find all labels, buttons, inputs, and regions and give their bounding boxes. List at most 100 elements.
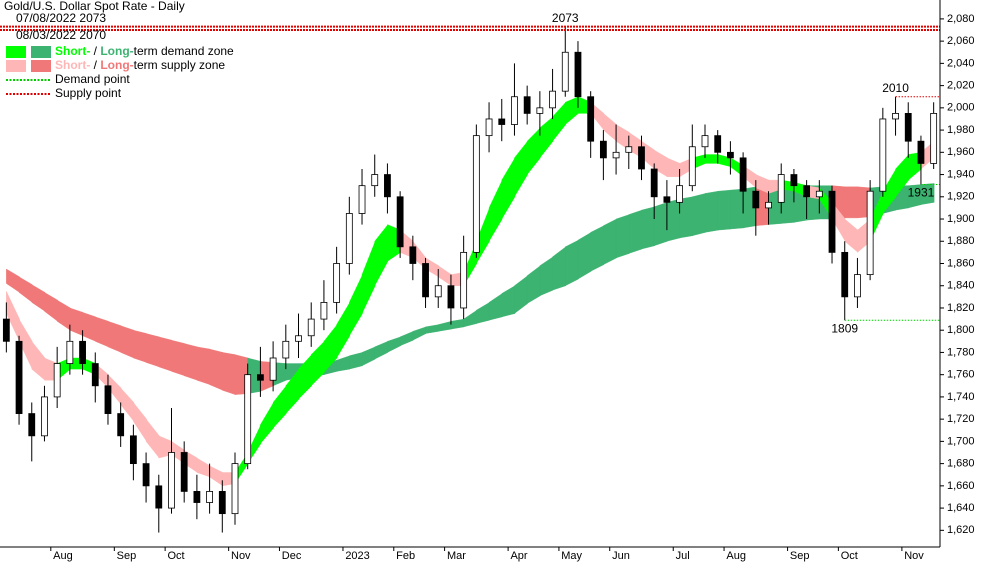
- candle-body: [727, 151, 734, 159]
- long-zone-segment: [653, 202, 668, 246]
- y-tick-label: 1,780: [947, 346, 975, 358]
- y-tick-label: 2,040: [947, 57, 975, 69]
- candle-body: [117, 413, 125, 437]
- short-zone-segment: [272, 385, 287, 429]
- candle-body: [231, 463, 239, 515]
- y-tick-label: 2,080: [947, 13, 975, 25]
- legend-text: Short-: [55, 44, 90, 58]
- candle-body: [917, 140, 925, 164]
- candle-body: [307, 318, 315, 337]
- legend-swatch: [6, 60, 26, 72]
- candle-body: [66, 340, 74, 364]
- supply-point-label: 2010: [882, 81, 909, 95]
- short-zone-segment: [349, 274, 363, 337]
- candle-body: [41, 396, 48, 437]
- candle-body: [409, 246, 417, 264]
- legend-swatch: [31, 46, 51, 58]
- long-zone-segment: [374, 341, 389, 360]
- short-zone-segment: [361, 241, 376, 314]
- candle-body: [866, 190, 874, 276]
- candle-body: [854, 274, 861, 298]
- y-tick-label: 1,980: [947, 124, 975, 136]
- x-tick-label: Jun: [612, 550, 630, 562]
- candle-body: [612, 151, 620, 159]
- x-tick-label: Oct: [167, 550, 184, 562]
- long-zone-segment: [133, 329, 147, 363]
- long-zone-segment: [679, 196, 693, 239]
- peak-label: 2073: [552, 11, 579, 25]
- long-zone-segment: [590, 225, 605, 272]
- candle-body: [688, 146, 696, 187]
- long-zone-segment: [565, 239, 579, 287]
- long-zone-segment: [628, 209, 643, 254]
- y-tick-label: 1,680: [947, 458, 975, 470]
- long-zone-segment: [501, 285, 516, 318]
- long-zone-segment: [514, 275, 528, 314]
- long-zone-segment: [615, 214, 630, 259]
- long-zone-segment: [920, 183, 935, 205]
- candle-body: [574, 51, 582, 98]
- legend-text: term supply zone: [134, 58, 226, 72]
- candle-body: [447, 285, 455, 309]
- y-tick-label: 1,900: [947, 213, 975, 225]
- y-tick-label: 2,000: [947, 102, 975, 114]
- candle-body: [739, 157, 747, 192]
- candle-body: [91, 363, 99, 387]
- chart-title: Gold/U.S. Dollar Spot Rate - Daily: [4, 0, 185, 13]
- legend-text: term demand zone: [134, 44, 234, 58]
- x-tick-label: Sep: [790, 550, 810, 562]
- candle-body: [460, 251, 468, 309]
- legend-text: Supply point: [55, 86, 122, 100]
- y-tick-label: 1,880: [947, 235, 975, 247]
- x-tick-label: Nov: [904, 550, 924, 562]
- short-zone-segment: [285, 368, 300, 415]
- y-tick-label: 1,860: [947, 257, 975, 269]
- candle-body: [282, 340, 290, 359]
- candle-body: [701, 135, 709, 148]
- candle-body: [168, 452, 175, 509]
- candle-body: [536, 107, 544, 114]
- y-tick-label: 1,620: [947, 524, 975, 536]
- candle-body: [396, 196, 404, 248]
- candles: [2, 26, 938, 533]
- short-zone-segment: [501, 157, 516, 220]
- long-zone-segment: [183, 343, 198, 381]
- y-tick-label: 1,660: [947, 480, 975, 492]
- x-tick-label: Jul: [676, 550, 690, 562]
- candle-body: [180, 452, 188, 492]
- y-tick-label: 1,920: [947, 191, 975, 203]
- candle-body: [295, 335, 302, 342]
- candle-body: [625, 146, 633, 153]
- long-zone-segment: [399, 331, 414, 347]
- short-zone-segment: [260, 401, 274, 445]
- y-tick-label: 1,760: [947, 369, 975, 381]
- candle-body: [752, 190, 760, 209]
- candle-body: [422, 263, 429, 298]
- long-zone-segment: [120, 325, 135, 359]
- candle-body: [371, 174, 379, 187]
- x-tick-label: 2023: [345, 550, 369, 562]
- y-tick-label: 1,700: [947, 435, 975, 447]
- long-zone-segment: [692, 193, 706, 236]
- legend-swatch: [6, 46, 26, 58]
- short-zone-segment: [514, 140, 528, 198]
- candle-body: [587, 96, 595, 142]
- candle-body: [930, 113, 938, 164]
- long-zone-segment: [222, 352, 236, 395]
- demand-point-label: 1931: [908, 186, 935, 200]
- long-zone-segment: [196, 346, 211, 385]
- candle-body: [485, 118, 493, 137]
- long-zone-segment: [717, 189, 732, 231]
- legend-text: /: [90, 58, 100, 72]
- candle-body: [638, 146, 645, 170]
- y-tick-label: 2,020: [947, 80, 975, 92]
- candle-body: [599, 140, 607, 159]
- legend-text: /: [90, 44, 100, 58]
- candle-body: [511, 96, 518, 125]
- long-zone-segment: [158, 336, 173, 372]
- candle-body: [561, 51, 569, 92]
- x-tick-label: Oct: [841, 550, 858, 562]
- supply-line-label: 07/08/2022 2073: [16, 11, 106, 25]
- candle-body: [269, 357, 277, 381]
